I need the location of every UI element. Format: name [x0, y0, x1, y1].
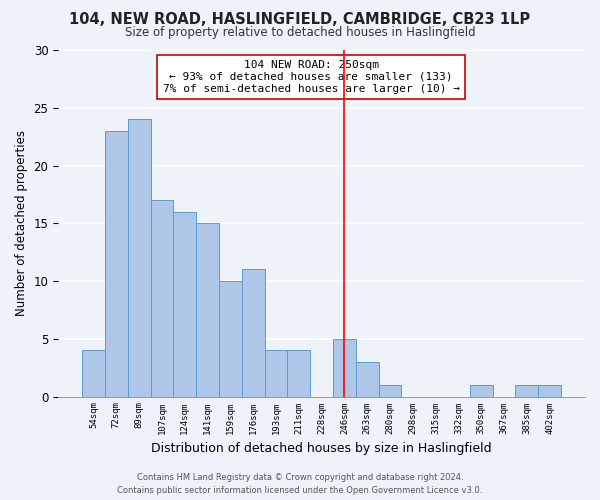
Y-axis label: Number of detached properties: Number of detached properties [15, 130, 28, 316]
Text: Size of property relative to detached houses in Haslingfield: Size of property relative to detached ho… [125, 26, 475, 39]
Bar [470, 385, 493, 396]
Bar [151, 200, 173, 396]
X-axis label: Distribution of detached houses by size in Haslingfield: Distribution of detached houses by size … [151, 442, 492, 455]
Bar [538, 385, 561, 396]
Bar [333, 339, 356, 396]
Bar [105, 131, 128, 396]
Bar [128, 120, 151, 396]
Bar [219, 281, 242, 396]
Bar [242, 270, 265, 396]
Bar [196, 224, 219, 396]
Text: Contains HM Land Registry data © Crown copyright and database right 2024.
Contai: Contains HM Land Registry data © Crown c… [118, 474, 482, 495]
Bar [379, 385, 401, 396]
Bar [173, 212, 196, 396]
Bar [82, 350, 105, 397]
Text: 104 NEW ROAD: 250sqm
← 93% of detached houses are smaller (133)
7% of semi-detac: 104 NEW ROAD: 250sqm ← 93% of detached h… [163, 60, 460, 94]
Bar [356, 362, 379, 396]
Bar [515, 385, 538, 396]
Bar [265, 350, 287, 397]
Text: 104, NEW ROAD, HASLINGFIELD, CAMBRIDGE, CB23 1LP: 104, NEW ROAD, HASLINGFIELD, CAMBRIDGE, … [70, 12, 530, 28]
Bar [287, 350, 310, 397]
